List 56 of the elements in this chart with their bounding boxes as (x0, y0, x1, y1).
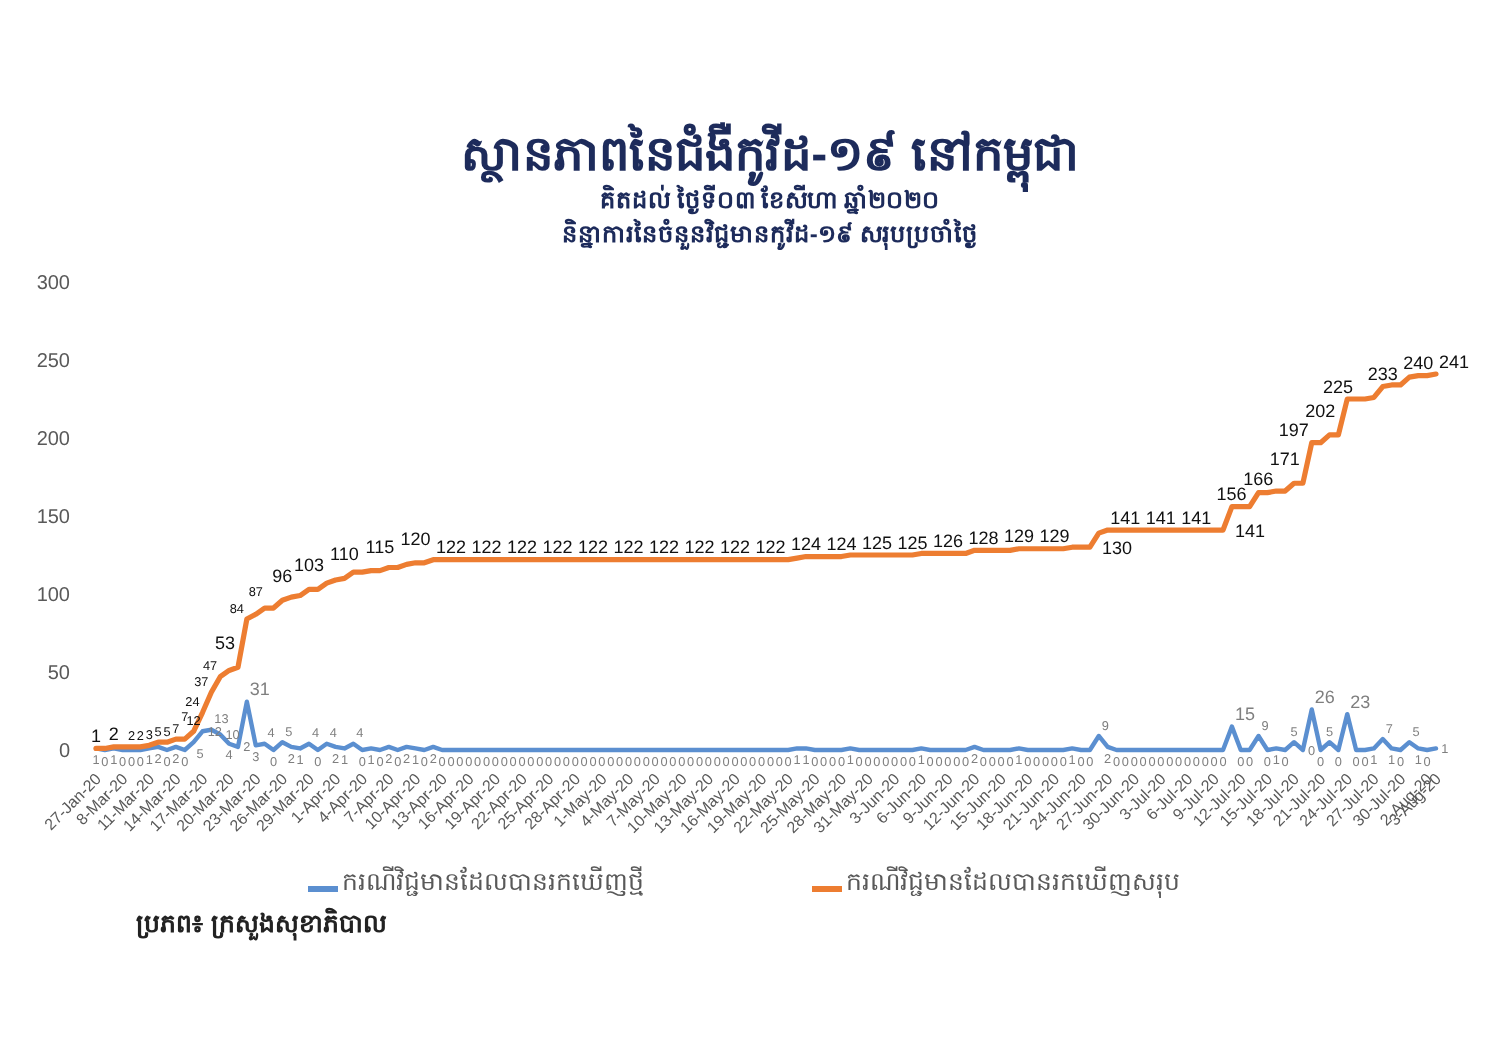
label-s1: 171 (1269, 449, 1300, 470)
label-s1: 122 (577, 537, 608, 558)
label-s0: 31 (249, 679, 270, 700)
label-s1: 124 (826, 534, 857, 555)
ytick: 50 (47, 663, 70, 685)
label-s1: 156 (1216, 484, 1247, 505)
label-s1: 2 (108, 724, 119, 745)
label-s1: 126 (932, 531, 963, 552)
legend-label: ករណីវិជ្ជមានដែលបានរកឃើញសរុប (846, 864, 1180, 902)
label-s1: 141 (1145, 507, 1176, 528)
label-s1: 122 (755, 537, 786, 558)
label-s1: 129 (1003, 526, 1034, 547)
label-s1: 110 (330, 544, 359, 565)
label-s1: 53 (214, 633, 235, 654)
label-s1: 225 (1323, 376, 1354, 397)
label-s1: 125 (861, 532, 892, 553)
label-s1: 122 (471, 537, 502, 558)
label-s1: 96 (272, 566, 293, 587)
label-s0: 26 (1314, 687, 1335, 708)
ytick: 300 (36, 273, 70, 295)
legend-label: ករណីវិជ្ជមានដែលបានរកឃើញថ្មី (342, 864, 644, 900)
label-s0: 15 (1234, 704, 1255, 725)
label-s1: 129 (1039, 526, 1070, 547)
label-s1: 120 (400, 528, 431, 549)
label-s0: 23 (1350, 691, 1371, 712)
label-s1: 115 (365, 536, 395, 557)
label-s1: 122 (542, 537, 573, 558)
ytick: 100 (36, 585, 70, 607)
label-s1: 124 (790, 534, 821, 555)
label-s1: 202 (1305, 400, 1336, 421)
label-s1: 128 (968, 527, 999, 548)
label-s1: 241 (1439, 351, 1470, 372)
legend-item: ករណីវិជ្ជមានដែលបានរកឃើញសរុប (812, 860, 1180, 904)
ytick: 0 (58, 741, 70, 763)
label-s1: 103 (293, 555, 324, 576)
label-s1: 122 (648, 537, 679, 558)
label-s1: 166 (1243, 468, 1274, 489)
annotation: ប្រភព៖ ក្រសួងសុខាភិបាល (136, 905, 387, 945)
label-s1: 141 (1181, 507, 1212, 528)
label-s1: 125 (897, 532, 928, 553)
label-s1: 122 (613, 537, 644, 558)
ytick: 250 (36, 351, 70, 373)
legend-item: ករណីវិជ្ជមានដែលបានរកឃើញថ្មី (308, 860, 644, 904)
label-s1: 240 (1403, 353, 1434, 374)
label-s1: 141 (1110, 507, 1141, 528)
ytick: 150 (36, 507, 70, 529)
label-s1: 130 (1101, 537, 1132, 558)
label-s1: 197 (1278, 420, 1309, 441)
label-s1: 122 (684, 537, 715, 558)
label-s1: 122 (506, 537, 537, 558)
label-s1: 122 (435, 537, 466, 558)
label-s1: 233 (1367, 364, 1398, 385)
label-s1: 122 (719, 537, 750, 558)
label-s1: 1 (91, 726, 101, 747)
label-s1: 141 (1235, 520, 1266, 541)
ytick: 200 (36, 429, 70, 451)
